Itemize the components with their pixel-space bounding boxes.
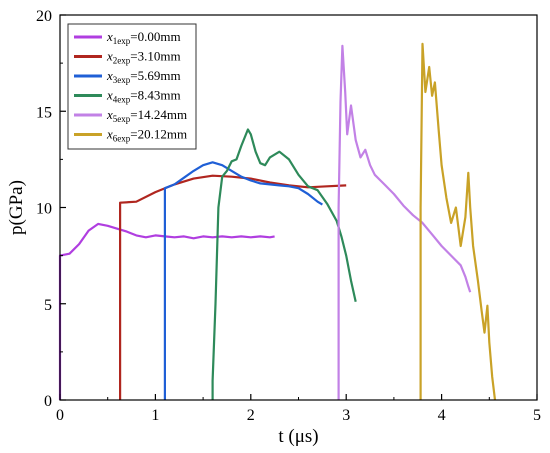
legend-var: x: [106, 88, 113, 103]
y-tick-label: 20: [36, 8, 52, 25]
legend-label: x4exp=8.43mm: [106, 88, 181, 105]
legend-subscript: 5exp: [113, 114, 131, 124]
series-line-3: [163, 161, 323, 400]
legend-var: x: [106, 49, 113, 64]
legend-var: x: [106, 127, 113, 142]
legend-label: x1exp=0.00mm: [106, 29, 181, 46]
y-tick-label: 5: [44, 297, 52, 314]
legend-var: x: [106, 68, 113, 83]
legend-label: x3exp=5.69mm: [106, 68, 181, 85]
legend-subscript: 2exp: [113, 56, 131, 66]
x-tick-label: 0: [56, 407, 64, 424]
legend-label: x6exp=20.12mm: [106, 127, 187, 144]
legend-subscript: 4exp: [113, 95, 131, 105]
legend-value: =8.43mm: [130, 88, 180, 103]
series-line-2: [119, 174, 347, 400]
series-line-6: [419, 42, 497, 401]
series-line-1: [58, 222, 275, 400]
x-axis-title: t (μs): [278, 426, 318, 447]
legend-value: =3.10mm: [130, 49, 180, 64]
legend-label: x2exp=3.10mm: [106, 49, 181, 66]
legend-subscript: 1exp: [113, 36, 131, 46]
legend: x1exp=0.00mmx2exp=3.10mmx3exp=5.69mmx4ex…: [67, 23, 197, 150]
legend-var: x: [106, 29, 113, 44]
y-tick-label: 10: [36, 201, 52, 218]
y-tick-label: 0: [44, 393, 52, 410]
legend-label: x5exp=14.24mm: [106, 107, 187, 124]
y-axis-title: p(GPa): [6, 180, 27, 235]
legend-value: =14.24mm: [130, 107, 187, 122]
x-tick-label: 4: [438, 407, 446, 424]
legend-box: [67, 23, 197, 150]
x-tick-label: 3: [342, 407, 350, 424]
axis-ticks: 0 1 2 3 4 5 0 5 10 15 20: [36, 8, 541, 424]
series-layer: [58, 42, 497, 401]
y-tick-label: 15: [36, 104, 52, 121]
legend-value: =0.00mm: [130, 29, 180, 44]
legend-value: =20.12mm: [130, 127, 187, 142]
series-line-4: [211, 128, 357, 400]
x-tick-label: 2: [247, 407, 255, 424]
legend-var: x: [106, 107, 113, 122]
legend-value: =5.69mm: [130, 68, 180, 83]
legend-subscript: 6exp: [113, 134, 131, 144]
x-tick-label: 5: [533, 407, 541, 424]
legend-subscript: 3exp: [113, 75, 131, 85]
x-tick-label: 1: [151, 407, 159, 424]
series-line-5: [337, 44, 472, 400]
